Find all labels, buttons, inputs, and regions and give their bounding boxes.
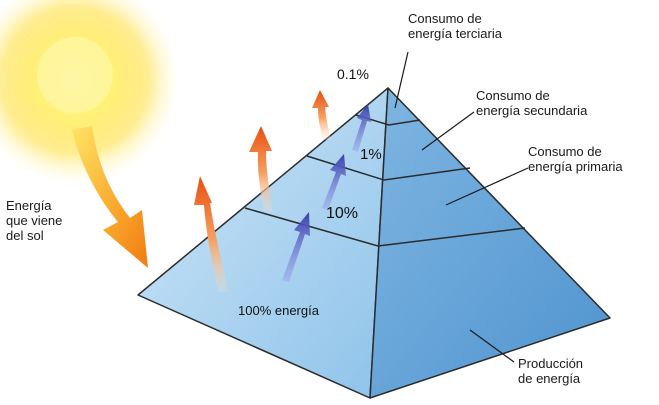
- energy-flow-arrows: [282, 104, 371, 282]
- secondary-label-line2: energía secundaria: [476, 103, 588, 118]
- secondary-label-line1: Consumo de: [476, 88, 550, 103]
- sun-label-line1: Energía: [6, 198, 52, 213]
- production-label-line2: de energía: [518, 371, 581, 386]
- pyramid-right-face: [369, 87, 611, 399]
- heat-loss-arrows: [194, 90, 331, 292]
- tertiary-label-line1: Consumo de: [408, 11, 482, 26]
- primary-label-line1: Consumo de: [528, 144, 602, 159]
- primary-label: Consumo de energía primaria: [528, 144, 623, 174]
- secondary-percent: 1%: [360, 146, 382, 163]
- primary-label-line2: energía primaria: [528, 159, 623, 174]
- production-percent: 100% energía: [238, 303, 319, 318]
- sun-energy-arrow: [72, 126, 148, 268]
- tier-line-secondary: [306, 155, 471, 181]
- leader-lines: [394, 51, 529, 363]
- sun-label-line2: que viene: [6, 213, 63, 228]
- flow-arrow-1: [282, 212, 310, 282]
- leader-production: [469, 329, 515, 363]
- leader-tertiary: [394, 51, 409, 109]
- production-label: Producción de energía: [518, 356, 583, 386]
- flow-arrow-3: [352, 104, 371, 152]
- primary-percent: 10%: [326, 205, 359, 222]
- sun-label-line3: del sol: [6, 228, 44, 243]
- sun-label: Energía que viene del sol: [6, 198, 62, 243]
- sun-icon: [0, 0, 180, 185]
- tier-line-primary: [244, 207, 526, 247]
- heat-arrow-1: [194, 176, 228, 292]
- tertiary-percent: 0.1%: [337, 66, 369, 82]
- production-label-line1: Producción: [518, 356, 584, 371]
- secondary-label: Consumo de energía secundaria: [476, 88, 587, 118]
- flow-arrow-2: [322, 154, 346, 210]
- tertiary-label: Consumo de energía terciaria: [408, 11, 502, 41]
- leader-secondary: [421, 111, 475, 151]
- tertiary-label-line2: energía terciaria: [408, 26, 502, 41]
- pyramid: [137, 87, 611, 399]
- heat-arrow-2: [249, 126, 273, 212]
- heat-arrow-3: [312, 90, 331, 140]
- leader-primary: [445, 167, 529, 206]
